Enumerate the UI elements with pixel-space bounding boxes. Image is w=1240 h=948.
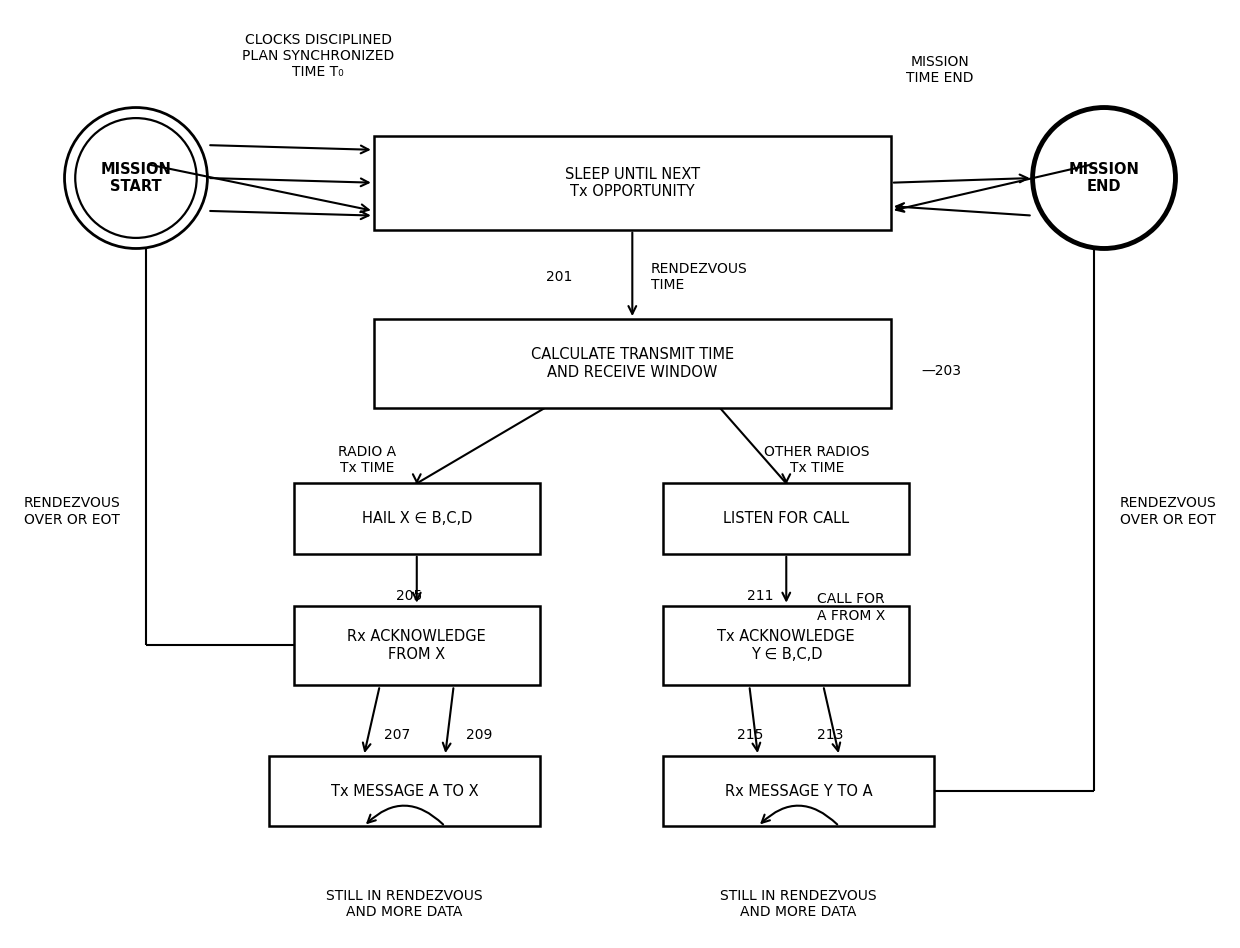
Text: Rx ACKNOWLEDGE
FROM X: Rx ACKNOWLEDGE FROM X [347,629,486,662]
FancyBboxPatch shape [373,319,892,409]
Text: CALCULATE TRANSMIT TIME
AND RECEIVE WINDOW: CALCULATE TRANSMIT TIME AND RECEIVE WIND… [531,347,734,380]
FancyBboxPatch shape [663,606,909,685]
Text: 215: 215 [737,728,764,742]
Text: 207: 207 [383,728,409,742]
FancyBboxPatch shape [373,136,892,229]
FancyBboxPatch shape [294,483,539,554]
Text: MISSION
START: MISSION START [100,162,171,194]
Text: 213: 213 [817,728,843,742]
Text: LISTEN FOR CALL: LISTEN FOR CALL [723,511,849,526]
Text: Tx MESSAGE A TO X: Tx MESSAGE A TO X [331,784,479,798]
Text: SLEEP UNTIL NEXT
Tx OPPORTUNITY: SLEEP UNTIL NEXT Tx OPPORTUNITY [564,167,699,199]
Text: HAIL X ∈ B,C,D: HAIL X ∈ B,C,D [362,511,472,526]
Text: 211: 211 [746,589,774,603]
FancyBboxPatch shape [663,756,934,827]
Text: RENDEZVOUS
OVER OR EOT: RENDEZVOUS OVER OR EOT [1120,497,1216,527]
Text: RADIO A
Tx TIME: RADIO A Tx TIME [339,445,397,475]
Text: MISSION
TIME END: MISSION TIME END [906,55,973,85]
Text: 209: 209 [466,728,492,742]
Text: CALL FOR
A FROM X: CALL FOR A FROM X [817,592,885,623]
Text: RENDEZVOUS
OVER OR EOT: RENDEZVOUS OVER OR EOT [24,497,120,527]
Text: —203: —203 [921,364,962,377]
Ellipse shape [1033,107,1176,248]
Text: MISSION
END: MISSION END [1069,162,1140,194]
Text: Tx ACKNOWLEDGE
Y ∈ B,C,D: Tx ACKNOWLEDGE Y ∈ B,C,D [718,629,856,662]
Ellipse shape [76,118,197,238]
Text: Rx MESSAGE Y TO A: Rx MESSAGE Y TO A [724,784,873,798]
Text: OTHER RADIOS
Tx TIME: OTHER RADIOS Tx TIME [764,445,869,475]
Ellipse shape [64,107,207,248]
FancyBboxPatch shape [269,756,539,827]
Text: CLOCKS DISCIPLINED
PLAN SYNCHRONIZED
TIME T₀: CLOCKS DISCIPLINED PLAN SYNCHRONIZED TIM… [242,32,394,79]
Text: 201: 201 [546,269,573,283]
FancyBboxPatch shape [294,606,539,685]
Text: STILL IN RENDEZVOUS
AND MORE DATA: STILL IN RENDEZVOUS AND MORE DATA [326,889,482,920]
Text: RENDEZVOUS
TIME: RENDEZVOUS TIME [651,262,748,292]
FancyBboxPatch shape [663,483,909,554]
Text: STILL IN RENDEZVOUS
AND MORE DATA: STILL IN RENDEZVOUS AND MORE DATA [720,889,877,920]
Text: 205: 205 [396,589,422,603]
